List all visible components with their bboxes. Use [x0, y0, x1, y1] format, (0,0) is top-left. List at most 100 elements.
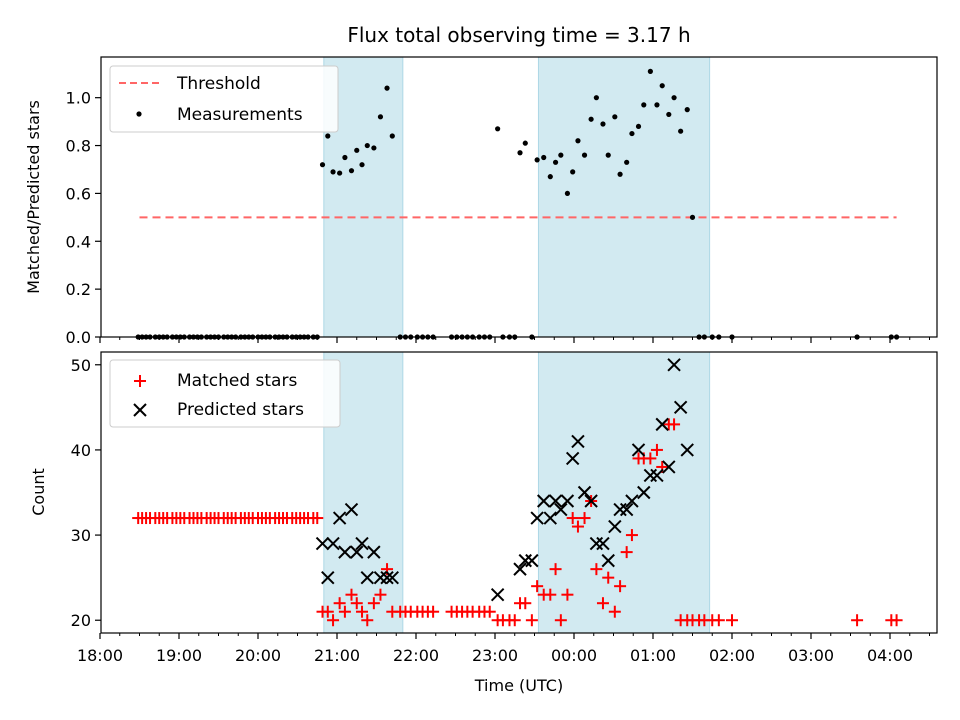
- x-tick-label: 21:00: [314, 646, 360, 665]
- predicted-star-point: [543, 511, 558, 525]
- measurement-point: [629, 130, 635, 137]
- matched-star-point: [644, 452, 657, 465]
- matched-star-point: [851, 614, 864, 627]
- matched-star-point: [327, 614, 340, 627]
- measurement-point: [678, 128, 684, 134]
- predicted-marker-b: [350, 545, 364, 559]
- matched-star-point: [890, 614, 903, 627]
- predicted-marker-b: [373, 570, 388, 585]
- measurement-point: [617, 171, 623, 177]
- predicted-star-point: [490, 587, 505, 602]
- predicted-marker-b: [548, 494, 563, 508]
- predicted-star-point: [589, 536, 604, 551]
- matched-star-point: [566, 512, 579, 525]
- measurement-point: [495, 126, 501, 132]
- predicted-marker-b: [673, 400, 688, 415]
- measurement-point: [575, 138, 581, 144]
- matched-star-point: [427, 605, 440, 618]
- bottom-legend-box: [109, 359, 341, 428]
- predicted-marker-b: [655, 417, 669, 432]
- top-y-ticks: 0.0 0.2 0.4 0.6 0.8 1.0: [66, 89, 101, 347]
- chart-title: Flux total observing time = 3.17 h: [347, 23, 690, 47]
- bottom-y-tick-label: 30: [71, 526, 91, 545]
- predicted-star-point: [565, 451, 580, 466]
- bottom-y-axis-label: Count: [29, 468, 48, 516]
- predicted-marker-b: [518, 553, 532, 568]
- predicted-marker-b: [650, 468, 664, 483]
- predicted-star-point: [601, 553, 615, 568]
- predicted-marker-b: [490, 587, 505, 602]
- x-tick-label: 00:00: [551, 646, 597, 665]
- legend-threshold-label: Threshold: [176, 74, 261, 94]
- predicted-star-point: [315, 536, 330, 551]
- bottom-plot: 18:00 19:00 20:00 21:00 22:00 23:00 00:00 01:00…: [29, 351, 938, 695]
- matched-star-point: [726, 614, 738, 627]
- matched-star-point: [578, 512, 591, 525]
- matched-star-point: [571, 520, 584, 533]
- predicted-star-point: [326, 536, 340, 551]
- predicted-star-point: [608, 519, 622, 534]
- top-y-tick-label: 1.0: [66, 89, 91, 108]
- measurement-point: [635, 123, 642, 130]
- measurement-point: [558, 152, 564, 158]
- predicted-marker-b: [554, 502, 568, 517]
- predicted-star-point: [577, 485, 592, 500]
- matched-star-point: [712, 614, 725, 627]
- x-tick-label: 18:00: [77, 646, 123, 665]
- measurement-point: [641, 102, 647, 108]
- bottom-y-tick-label: 20: [71, 611, 91, 630]
- measurement-point: [612, 114, 618, 120]
- top-plot-frame: [100, 56, 938, 338]
- predicted-star-point: [321, 570, 335, 585]
- predicted-marker-b: [530, 511, 544, 525]
- matched-star-point: [596, 597, 609, 610]
- measurement-point: [348, 168, 355, 174]
- measurement-point: [522, 140, 528, 146]
- top-plot: 0.0 0.2 0.4 0.6 0.8 1.0 Matched/Predicted sta…: [24, 56, 938, 347]
- predicted-marker-b: [385, 570, 400, 585]
- predicted-marker-b: [584, 494, 598, 508]
- predicted-marker-b: [577, 485, 592, 500]
- x-tick-label: 04:00: [867, 646, 913, 665]
- legend-measurements-label: Measurements: [177, 105, 303, 125]
- predicted-marker-b: [589, 536, 604, 551]
- top-y-tick-label: 0.2: [66, 280, 91, 299]
- measurement-point: [647, 68, 653, 74]
- shaded-interval: [537, 56, 711, 338]
- measurement-point: [671, 95, 677, 101]
- predicted-stars-points: [315, 358, 694, 602]
- x-tick-label: 19:00: [156, 646, 202, 665]
- predicted-star-point: [360, 570, 374, 585]
- matched-star-point: [544, 588, 557, 601]
- predicted-marker-b: [537, 494, 551, 508]
- top-legend-box: [109, 65, 339, 133]
- predicted-marker-b: [338, 545, 352, 559]
- predicted-marker-b: [571, 434, 585, 449]
- matched-star-point: [554, 614, 567, 627]
- legend-matched-swatch: [134, 375, 146, 387]
- measurement-point: [541, 154, 547, 161]
- matched-star-point: [531, 580, 544, 593]
- predicted-marker-b: [543, 511, 558, 525]
- predicted-marker-b: [315, 536, 330, 551]
- measurement-point: [517, 150, 523, 156]
- predicted-marker-b: [637, 485, 651, 500]
- predicted-star-point: [680, 443, 694, 457]
- predicted-star-point: [380, 570, 394, 585]
- predicted-marker-b: [332, 511, 347, 525]
- predicted-marker-b: [560, 494, 575, 508]
- matched-star-point: [361, 614, 374, 627]
- measurement-point: [654, 102, 660, 108]
- measurement-point: [384, 85, 390, 91]
- legend-measurements-swatch: [136, 111, 142, 117]
- predicted-marker-b: [513, 562, 527, 576]
- predicted-star-point: [338, 545, 352, 559]
- predicted-marker-b: [680, 443, 694, 457]
- predicted-star-point: [560, 494, 575, 508]
- predicted-marker-b: [525, 553, 539, 568]
- x-tick-label: 20:00: [235, 646, 281, 665]
- matched-star-point: [338, 605, 351, 618]
- predicted-star-point: [373, 570, 388, 585]
- matched-star-point: [356, 605, 369, 618]
